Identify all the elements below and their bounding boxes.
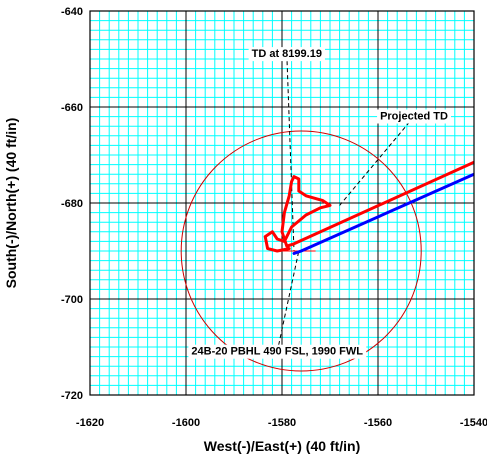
y-tick-label: -720 (61, 390, 83, 402)
x-tick-label: -1540 (460, 417, 487, 429)
annotation-label-text: 24B-20 PBHL 490 FSL, 1990 FWL (191, 346, 363, 358)
annotation-label-background (248, 47, 325, 62)
annotation-label: TD at 8199.19 (248, 47, 325, 62)
x-tick-label: -1600 (172, 417, 200, 429)
y-tick-label: -680 (61, 198, 83, 210)
y-tick-label: -640 (61, 6, 83, 18)
x-axis-title: West(-)/East(+) (40 ft/in) (204, 438, 360, 454)
plot-frame (89, 10, 475, 396)
annotation-label-background (377, 109, 451, 124)
annotation-label: Projected TD (377, 109, 451, 124)
annotation-label: 24B-20 PBHL 490 FSL, 1990 FWL (188, 344, 367, 359)
annotation-leader-line (339, 116, 415, 206)
annotation-labels: TD at 8199.19 Projected TD 24B-20 PBHL 490… (188, 47, 451, 359)
annotation-leader-line (286, 54, 295, 252)
y-tick-label: -700 (61, 294, 83, 306)
annotation-label-background (188, 344, 367, 359)
x-tick-label: -1560 (364, 417, 392, 429)
y-tick-label: -660 (61, 102, 83, 114)
annotation-leader-line (276, 250, 300, 352)
annotation-label-text: TD at 8199.19 (252, 48, 322, 60)
tick-labels: -1620 -1600 -1580 -1560 -1540 -640 -660 -680 -70… (61, 6, 487, 429)
target-circle (180, 130, 422, 372)
x-tick-label: -1580 (268, 417, 296, 429)
x-tick-label: -1620 (76, 417, 104, 429)
annotation-label-text: Projected TD (380, 111, 448, 123)
planned-path-line (292, 172, 474, 255)
y-axis-title: South(-)/North(+) (40 ft/in) (3, 118, 19, 289)
actual-path-line (263, 160, 474, 253)
plot-marks (180, 54, 474, 372)
